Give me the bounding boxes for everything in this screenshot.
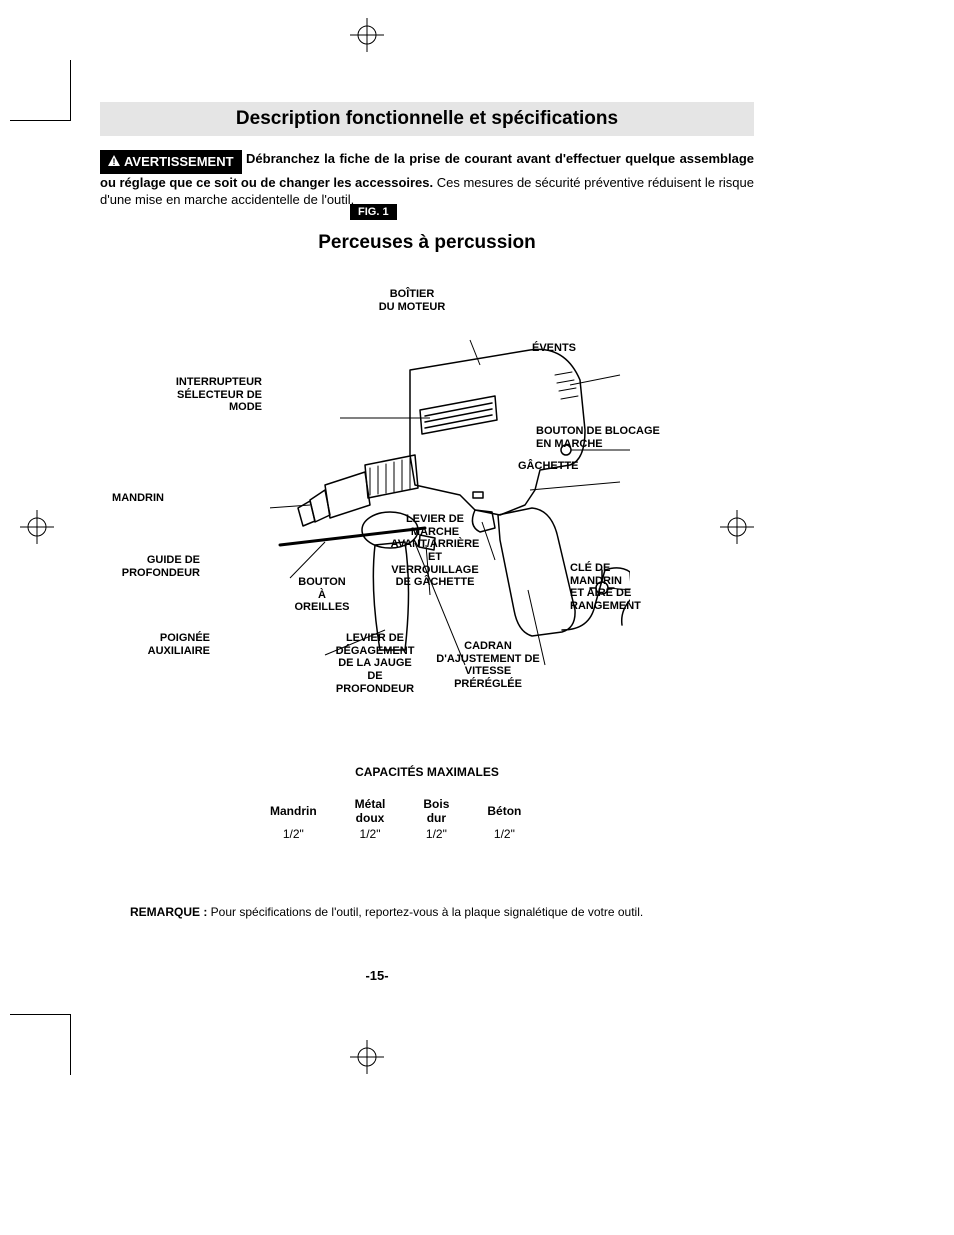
capacities-table: Mandrin Métaldoux Boisdur Béton 1/2" 1/2… [250,795,541,843]
registration-mark-right [720,510,754,544]
warning-label: AVERTISSEMENT [124,154,234,169]
callout-cle-mandrin: CLÉ DEMANDRINET AIRE DERANGEMENT [570,562,670,613]
callout-guide: GUIDE DEPROFONDEUR [100,554,200,579]
registration-mark-bottom [350,1040,384,1074]
capacities-title: CAPACITÉS MAXIMALES [100,765,754,779]
crop-mark-tl [10,60,71,121]
callout-bouton-blocage: BOUTON DE BLOCAGEEN MARCHE [536,425,660,450]
table-header-row: Mandrin Métaldoux Boisdur Béton [252,797,539,825]
col-bois: Boisdur [405,797,467,825]
svg-text:!: ! [113,157,116,166]
callout-levier-marche: LEVIER DEMARCHEAVANT/ARRIÈREETVERROUILLA… [380,513,490,589]
callout-boitier: BOÎTIERDU MOTEUR [352,288,472,313]
note-text: Pour spécifications de l'outil, reportez… [207,905,643,919]
warning-badge: ! AVERTISSEMENT [100,150,242,174]
registration-mark-top [350,18,384,52]
cell-mandrin: 1/2" [252,827,335,841]
callout-gachette: GÂCHETTE [518,460,579,473]
callout-poignee: POIGNÉEAUXILIAIRE [128,632,210,657]
callout-levier-degagement: LEVIER DEDÉGAGEMENTDE LA JAUGEDEPROFONDE… [320,632,430,695]
registration-mark-left [20,510,54,544]
callout-events: ÉVENTS [532,342,576,355]
table-row: 1/2" 1/2" 1/2" 1/2" [252,827,539,841]
callout-bouton-oreilles: BOUTONÀOREILLES [286,576,358,614]
page-number: -15- [0,968,754,983]
figure-subtitle: Perceuses à percussion [100,232,754,254]
callout-mandrin: MANDRIN [100,492,164,505]
col-metal: Métaldoux [337,797,404,825]
note-line: REMARQUE : Pour spécifications de l'outi… [130,905,754,919]
warning-row: ! AVERTISSEMENT Débranchez la fiche de l… [100,150,754,209]
section-title: Description fonctionnelle et spécificati… [100,102,754,136]
cell-beton: 1/2" [469,827,539,841]
cell-metal: 1/2" [337,827,404,841]
col-beton: Béton [469,797,539,825]
crop-mark-bl [10,1014,71,1075]
cell-bois: 1/2" [405,827,467,841]
page: Description fonctionnelle et spécificati… [0,0,954,1235]
drill-diagram: BOÎTIERDU MOTEUR ÉVENTS INTERRUPTEURSÉLE… [100,270,690,710]
figure-label: FIG. 1 [350,204,397,220]
note-label: REMARQUE : [130,905,207,919]
callout-cadran: CADRAND'AJUSTEMENT DEVITESSEPRÉRÉGLÉE [428,640,548,691]
warning-triangle-icon: ! [108,153,120,171]
col-mandrin: Mandrin [252,797,335,825]
callout-interrupteur: INTERRUPTEURSÉLECTEUR DEMODE [152,376,262,414]
